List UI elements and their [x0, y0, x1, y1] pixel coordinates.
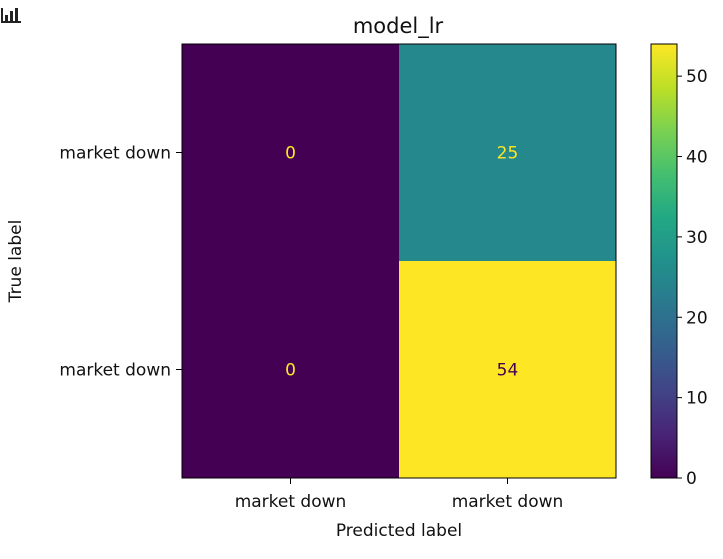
- chart-title: model_lr: [353, 14, 444, 39]
- colorbar: [650, 43, 678, 479]
- y-axis-label: True label: [6, 220, 26, 304]
- colorbar-ticks: 0 10 20 30 40 50: [677, 67, 708, 489]
- colorbar-tick-label: 10: [686, 389, 708, 409]
- y-axis-ticks: market down market down: [59, 144, 182, 381]
- colorbar-tick-label: 0: [686, 469, 697, 489]
- matrix-cells: [182, 44, 616, 478]
- y-tick-label: market down: [59, 144, 171, 164]
- colorbar-tick-label: 30: [686, 228, 708, 248]
- colorbar-tick-label: 50: [686, 67, 708, 87]
- matrix-cell-value-1-0: 0: [285, 361, 296, 381]
- colorbar-tick-label: 40: [686, 148, 708, 168]
- matrix-cell-value-1-1: 54: [497, 361, 519, 381]
- x-axis-label: Predicted label: [336, 521, 462, 541]
- matrix-cell-0-1: [399, 44, 616, 261]
- plot-frame: [181, 43, 617, 479]
- matrix-cell-value-0-0: 0: [285, 144, 296, 164]
- x-tick-label: market down: [235, 492, 347, 512]
- matrix-cell-1-1: [399, 261, 616, 478]
- x-tick-label: market down: [452, 492, 564, 512]
- matrix-cell-0-0: [182, 44, 399, 261]
- matrix-cell-value-0-1: 25: [497, 144, 519, 164]
- bar-chart-icon[interactable]: [0, 6, 22, 24]
- y-tick-label: market down: [59, 361, 171, 381]
- matrix-cell-1-0: [182, 261, 399, 478]
- matrix-cell-labels: 0 25 0 54: [285, 144, 518, 381]
- x-axis-ticks: market down market down: [235, 478, 564, 512]
- colorbar-tick-label: 20: [686, 308, 708, 328]
